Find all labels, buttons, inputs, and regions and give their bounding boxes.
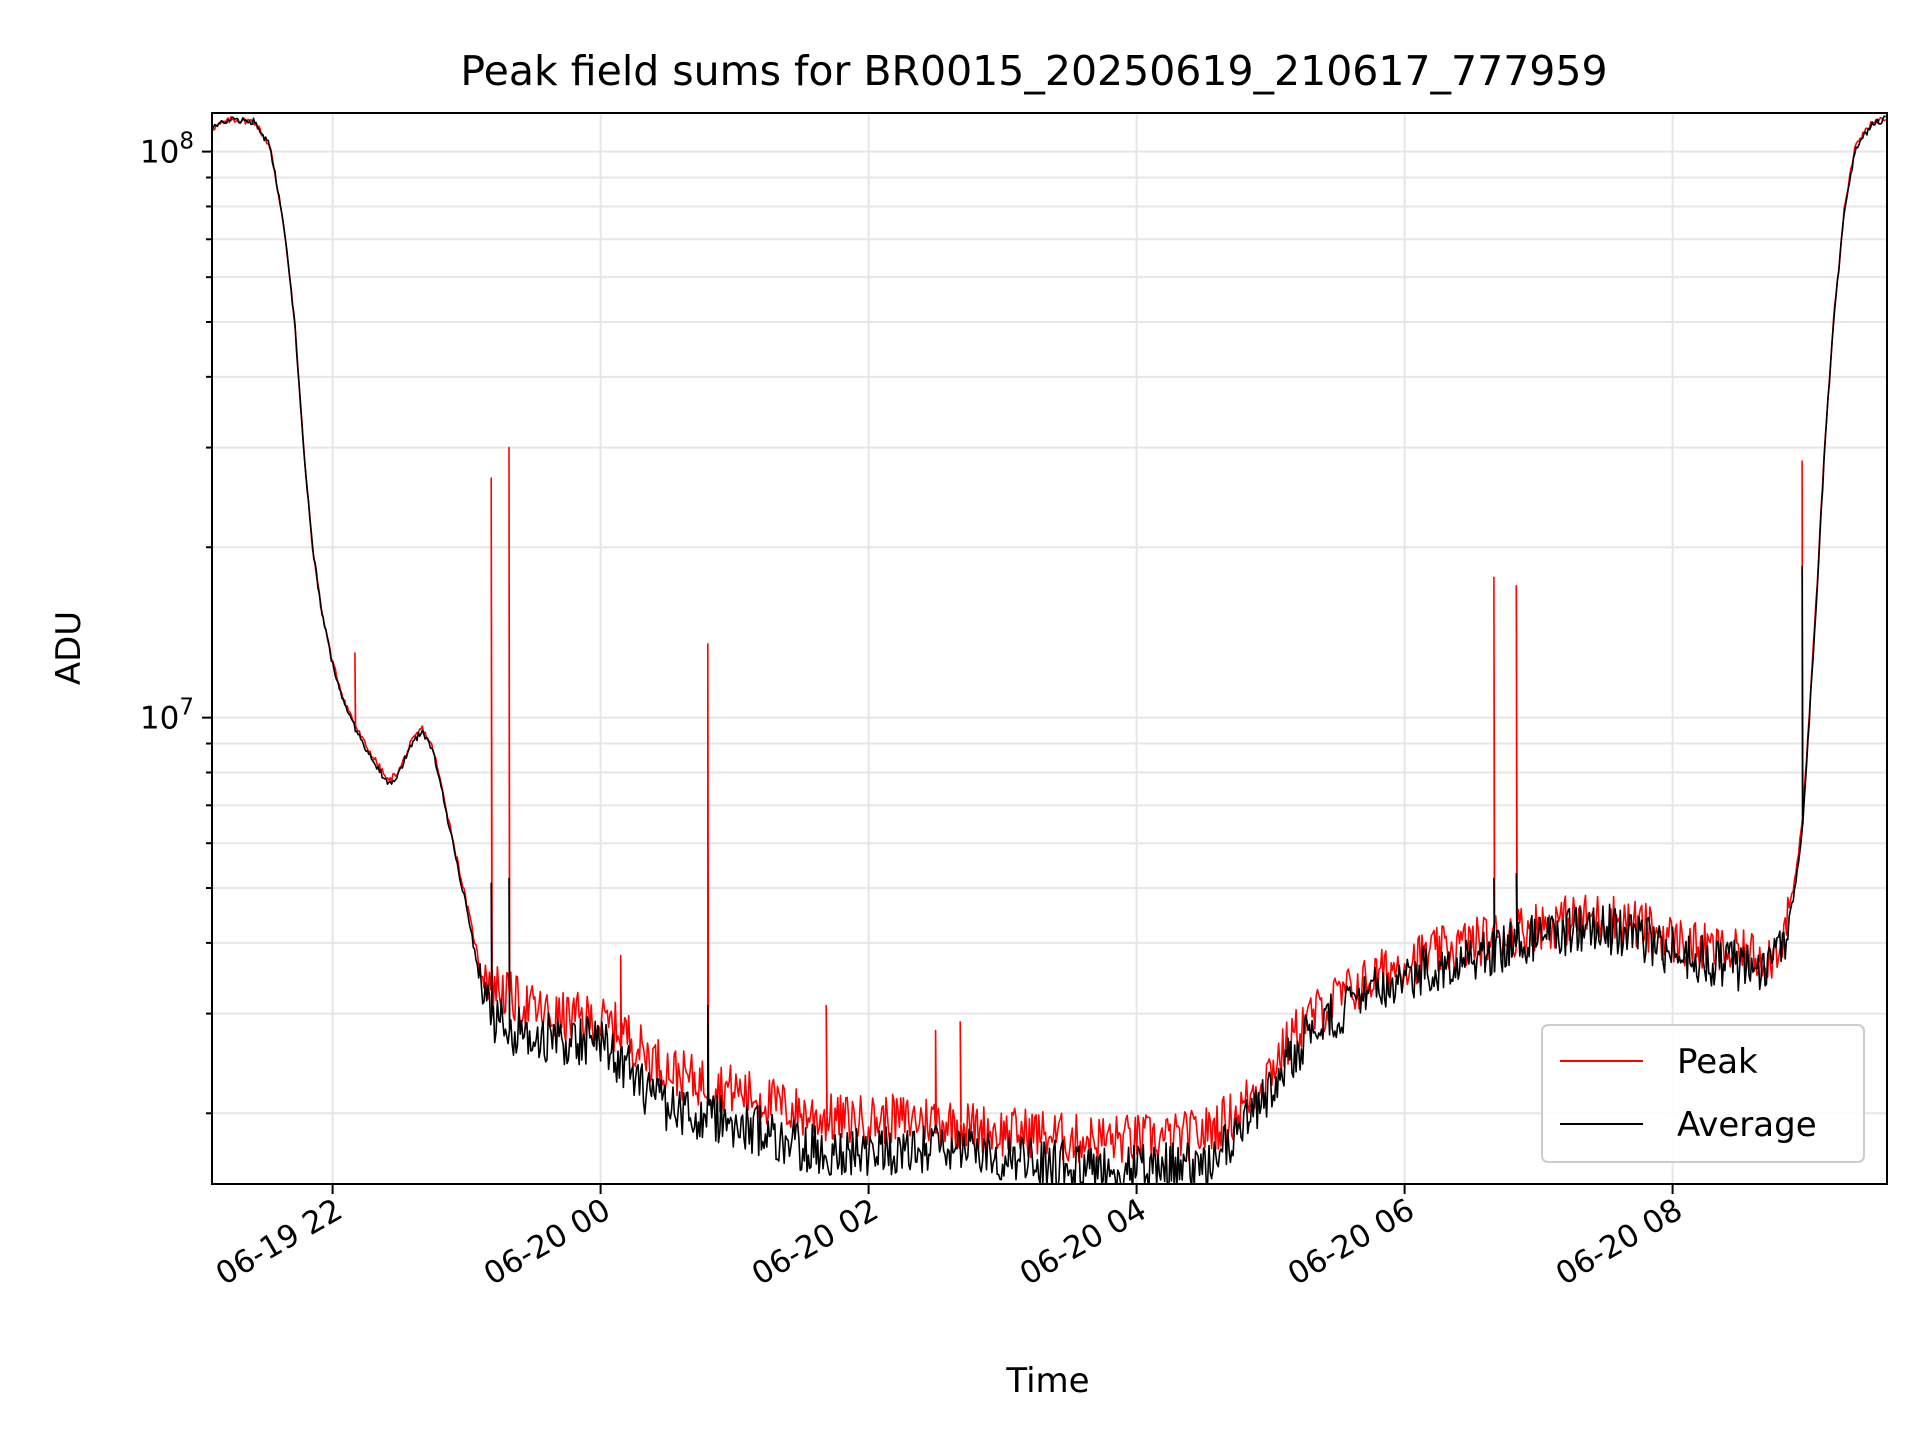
x-axis-label: Time — [1005, 1361, 1089, 1401]
x-axis: 06-19 22 06-20 00 06-20 02 06-20 04 06-20 06… — [210, 1184, 1689, 1293]
x-tick-label: 06-20 04 — [1014, 1192, 1153, 1293]
series-layer — [212, 115, 1887, 1184]
series-line-peak — [212, 116, 1887, 1163]
legend-box — [1541, 1024, 1865, 1163]
chart-title: Peak field sums for BR0015_20250619_2106… — [460, 47, 1607, 95]
legend-label-average: Average — [1677, 1105, 1817, 1145]
legend-label-peak: Peak — [1677, 1042, 1758, 1082]
y-tick-label: 107 — [140, 695, 194, 737]
x-tick-label: 06-20 02 — [746, 1192, 885, 1293]
y-axis-label: ADU — [49, 611, 89, 685]
x-tick-label: 06-20 08 — [1550, 1192, 1689, 1293]
series-line-average — [212, 115, 1886, 1184]
x-tick-label: 06-19 22 — [210, 1192, 349, 1293]
y-axis: 107 108 — [140, 129, 212, 1115]
x-tick-label: 06-20 06 — [1282, 1192, 1421, 1293]
legend: Peak Average — [1541, 1024, 1865, 1163]
plot-frame — [211, 112, 1888, 1185]
x-tick-label: 06-20 00 — [478, 1192, 617, 1293]
y-tick-label: 108 — [140, 129, 194, 171]
plot-area — [212, 115, 1887, 1184]
grid-layer — [212, 113, 1887, 1184]
